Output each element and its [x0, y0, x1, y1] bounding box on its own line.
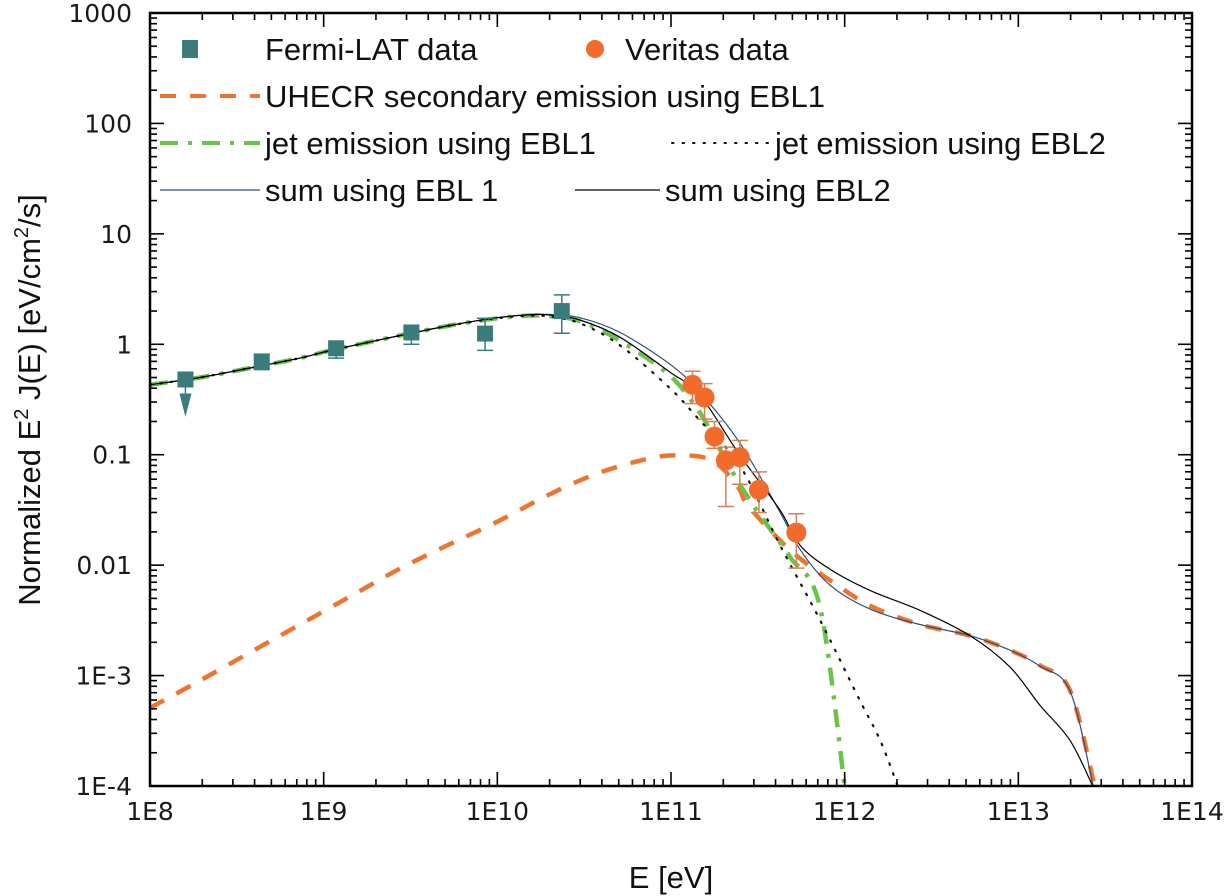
veritas-marker [694, 387, 715, 408]
y-tick-label: 1 [116, 330, 132, 359]
x-tick-label: 1E8 [126, 797, 174, 826]
y-axis-title-suffix: /s] [12, 194, 47, 227]
x-tick-label: 1E14 [1160, 797, 1224, 826]
y-tick-label: 1E-4 [75, 772, 132, 801]
legend: Fermi-LAT data Veritas data UHECR secondar… [160, 32, 1106, 208]
fermi-marker [328, 340, 345, 357]
veritas-marker [786, 522, 807, 543]
legend-item-uhecr: UHECR secondary emission using EBL1 [160, 79, 825, 114]
upper-limit-arrow-icon [179, 393, 192, 417]
legend-item-sum-ebl2: sum using EBL2 [575, 173, 891, 208]
fermi-marker [477, 325, 494, 342]
veritas-data-point [786, 513, 807, 569]
curve-sum-ebl1 [150, 313, 1094, 786]
x-tick-label: 1E10 [466, 797, 530, 826]
veritas-data-point [704, 420, 725, 450]
legend-label: Veritas data [625, 32, 789, 67]
legend-label: sum using EBL 1 [265, 173, 498, 208]
fermi-data-point [177, 371, 194, 417]
tick-labels-layer: 1E8 1E9 1E10 1E11 1E12 1E13 1E14 1000 100 10 1 0.1 0… [68, 0, 1223, 826]
axes-layer [148, 11, 1194, 788]
legend-label: jet emission using EBL2 [774, 126, 1106, 161]
y-axis-title-sup1: 2 [11, 409, 33, 420]
y-axis-title-mid: J(E) [eV/cm [12, 238, 47, 409]
y-axis-title: Normalized E2 J(E) [eV/cm2/s] [11, 194, 47, 606]
veritas-data-point [694, 382, 715, 420]
veritas-marker [729, 447, 750, 468]
legend-item-veritas: Veritas data [586, 32, 789, 67]
legend-item-jet-ebl2: jet emission using EBL2 [671, 126, 1106, 161]
y-tick-label: 100 [84, 109, 132, 138]
x-axis-title: E [eV] [629, 860, 713, 895]
fermi-marker [403, 324, 420, 341]
y-axis-title-prefix: Normalized E [12, 420, 47, 606]
y-tick-label: 1000 [68, 0, 132, 28]
legend-label: UHECR secondary emission using EBL1 [265, 79, 825, 114]
fermi-data-point [477, 317, 494, 352]
x-tick-label: 1E13 [987, 797, 1051, 826]
veritas-data-point [682, 370, 703, 405]
veritas-data-point [729, 439, 750, 486]
veritas-marker [748, 479, 769, 500]
fermi-data-point [253, 353, 270, 371]
curve-sum-ebl2 [150, 313, 1094, 786]
legend-item-jet-ebl1: jet emission using EBL1 [160, 126, 596, 161]
fermi-data-point [403, 324, 420, 346]
fermi-marker [253, 353, 270, 370]
curve-jet-ebl2 [150, 314, 899, 786]
fermi-data-point [328, 340, 345, 359]
fermi-marker [553, 303, 570, 320]
curve-uhecr [150, 452, 1097, 786]
x-tick-label: 1E11 [639, 797, 703, 826]
legend-square-icon [182, 40, 198, 58]
x-tick-label: 1E12 [813, 797, 877, 826]
veritas-marker [682, 374, 703, 395]
y-tick-label: 10 [100, 220, 132, 249]
legend-circle-icon [586, 40, 604, 58]
veritas-data-point [748, 471, 769, 514]
legend-label: Fermi-LAT data [265, 32, 478, 67]
legend-label: sum using EBL2 [665, 173, 891, 208]
fermi-marker [177, 371, 194, 388]
y-tick-label: 0.01 [76, 551, 132, 580]
data-points-layer [177, 294, 807, 569]
y-tick-label: 1E-3 [75, 662, 132, 691]
x-tick-label: 1E9 [300, 797, 348, 826]
legend-item-sum-ebl1: sum using EBL 1 [160, 173, 498, 208]
legend-item-fermi: Fermi-LAT data [182, 32, 478, 67]
fermi-data-point [553, 294, 570, 334]
curve-jet-ebl1 [150, 313, 847, 786]
legend-label: jet emission using EBL1 [264, 126, 596, 161]
y-axis-title-sup2: 2 [11, 227, 33, 238]
curves-layer [150, 313, 1097, 786]
veritas-marker [704, 426, 725, 447]
y-tick-label: 0.1 [92, 441, 132, 470]
